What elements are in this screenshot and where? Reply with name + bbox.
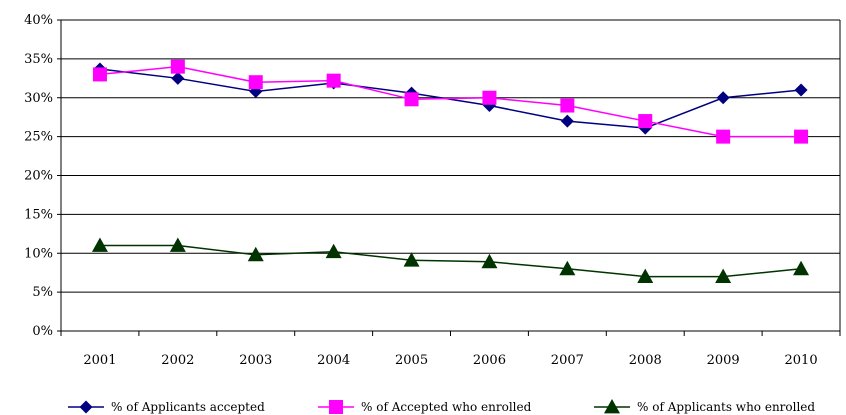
- data-point: [248, 75, 263, 90]
- data-point: [793, 260, 810, 276]
- legend-item-1: % of Applicants accepted: [68, 400, 265, 414]
- data-point: [403, 252, 420, 267]
- series-2: [92, 59, 809, 144]
- x-axis-ticks: 2001 2002 2003 2004 2005 2006 2007 2008 2009 2010: [83, 353, 817, 368]
- data-point: [91, 237, 108, 252]
- series-group: [91, 59, 810, 283]
- data-point: [715, 268, 732, 283]
- x-tick-label: 2008: [629, 353, 662, 368]
- data-point: [794, 83, 808, 97]
- data-point: [559, 260, 576, 276]
- data-point: [247, 246, 264, 262]
- legend-item-2: % of Accepted who enrolled: [318, 400, 532, 414]
- data-point: [482, 90, 497, 105]
- data-point: [716, 129, 731, 144]
- data-point: [325, 243, 342, 259]
- axes: [57, 19, 841, 336]
- x-tick-label: 2001: [83, 353, 116, 368]
- y-axis-ticks: 0% 5% 10% 15% 20% 25% 30% 35% 40%: [24, 13, 53, 339]
- data-point: [560, 114, 574, 128]
- y-tick-label: 40%: [24, 13, 53, 28]
- legend-marker: [329, 400, 343, 414]
- x-tick-label: 2010: [785, 353, 818, 368]
- y-tick-label: 10%: [24, 246, 53, 261]
- legend-label: % of Applicants who enrolled: [637, 400, 815, 414]
- data-point: [170, 59, 185, 74]
- x-tick-label: 2007: [551, 353, 584, 368]
- data-point: [560, 98, 575, 113]
- gridlines: [61, 19, 840, 293]
- x-tick-label: 2003: [239, 353, 272, 368]
- data-point: [637, 268, 654, 283]
- data-point: [404, 92, 419, 107]
- data-point: [638, 114, 653, 129]
- y-tick-label: 20%: [24, 169, 53, 184]
- legend-label: % of Applicants accepted: [111, 400, 265, 414]
- y-tick-label: 25%: [24, 130, 53, 145]
- legend: % of Applicants accepted % of Accepted wh…: [68, 399, 815, 414]
- data-point: [169, 237, 186, 252]
- legend-marker: [79, 400, 93, 414]
- x-tick-label: 2009: [707, 353, 740, 368]
- data-point: [92, 67, 107, 82]
- y-tick-label: 0%: [32, 324, 53, 339]
- y-tick-label: 15%: [24, 207, 53, 222]
- series-line: [99, 68, 802, 129]
- data-point: [481, 253, 498, 269]
- data-point: [171, 71, 185, 85]
- series-line: [99, 65, 802, 138]
- y-tick-label: 5%: [32, 285, 53, 300]
- data-point: [716, 91, 730, 105]
- legend-item-3: % of Applicants who enrolled: [594, 399, 815, 414]
- data-point: [794, 129, 809, 144]
- x-tick-label: 2004: [317, 353, 350, 368]
- y-tick-label: 30%: [24, 91, 53, 106]
- series-3: [91, 237, 810, 283]
- legend-label: % of Accepted who enrolled: [361, 400, 532, 414]
- data-point: [326, 73, 341, 88]
- x-tick-label: 2002: [161, 353, 194, 368]
- legend-marker: [604, 399, 620, 414]
- y-tick-label: 35%: [24, 52, 53, 67]
- series-line: [99, 244, 802, 278]
- x-tick-label: 2006: [473, 353, 506, 368]
- x-tick-label: 2005: [395, 353, 428, 368]
